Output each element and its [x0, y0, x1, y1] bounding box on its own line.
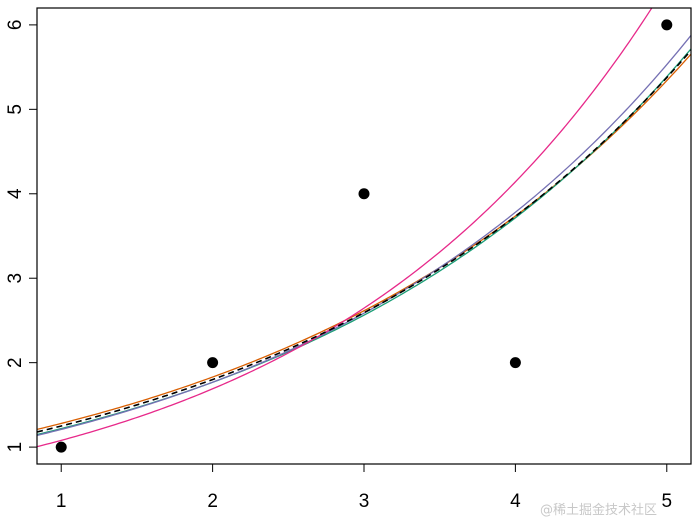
data-point: [207, 357, 219, 369]
y-tick-label: 5: [5, 104, 26, 115]
fit-curve-4: [37, 49, 691, 433]
fit-curve-0: [37, 53, 691, 431]
x-tick-label: 3: [359, 491, 370, 512]
x-tick-label: 2: [207, 491, 218, 512]
plot-frame: [36, 7, 692, 465]
x-tick-label: 5: [661, 491, 672, 512]
fit-curve-1: [37, 48, 691, 436]
fit-curve-2: [37, 34, 691, 437]
fit-curve-3: [37, 8, 653, 448]
data-point: [661, 19, 673, 31]
watermark: @稀土掘金技术社区: [540, 503, 658, 518]
data-point: [509, 357, 521, 369]
y-tick-label: 3: [5, 273, 26, 284]
y-tick-label: 2: [5, 357, 26, 368]
y-tick-label: 1: [5, 442, 26, 453]
y-tick-label: 6: [5, 20, 26, 31]
x-tick-label: 1: [56, 491, 67, 512]
x-tick-label: 4: [510, 491, 521, 512]
y-tick-label: 4: [5, 188, 26, 199]
data-point: [55, 441, 67, 453]
data-point: [358, 188, 370, 200]
